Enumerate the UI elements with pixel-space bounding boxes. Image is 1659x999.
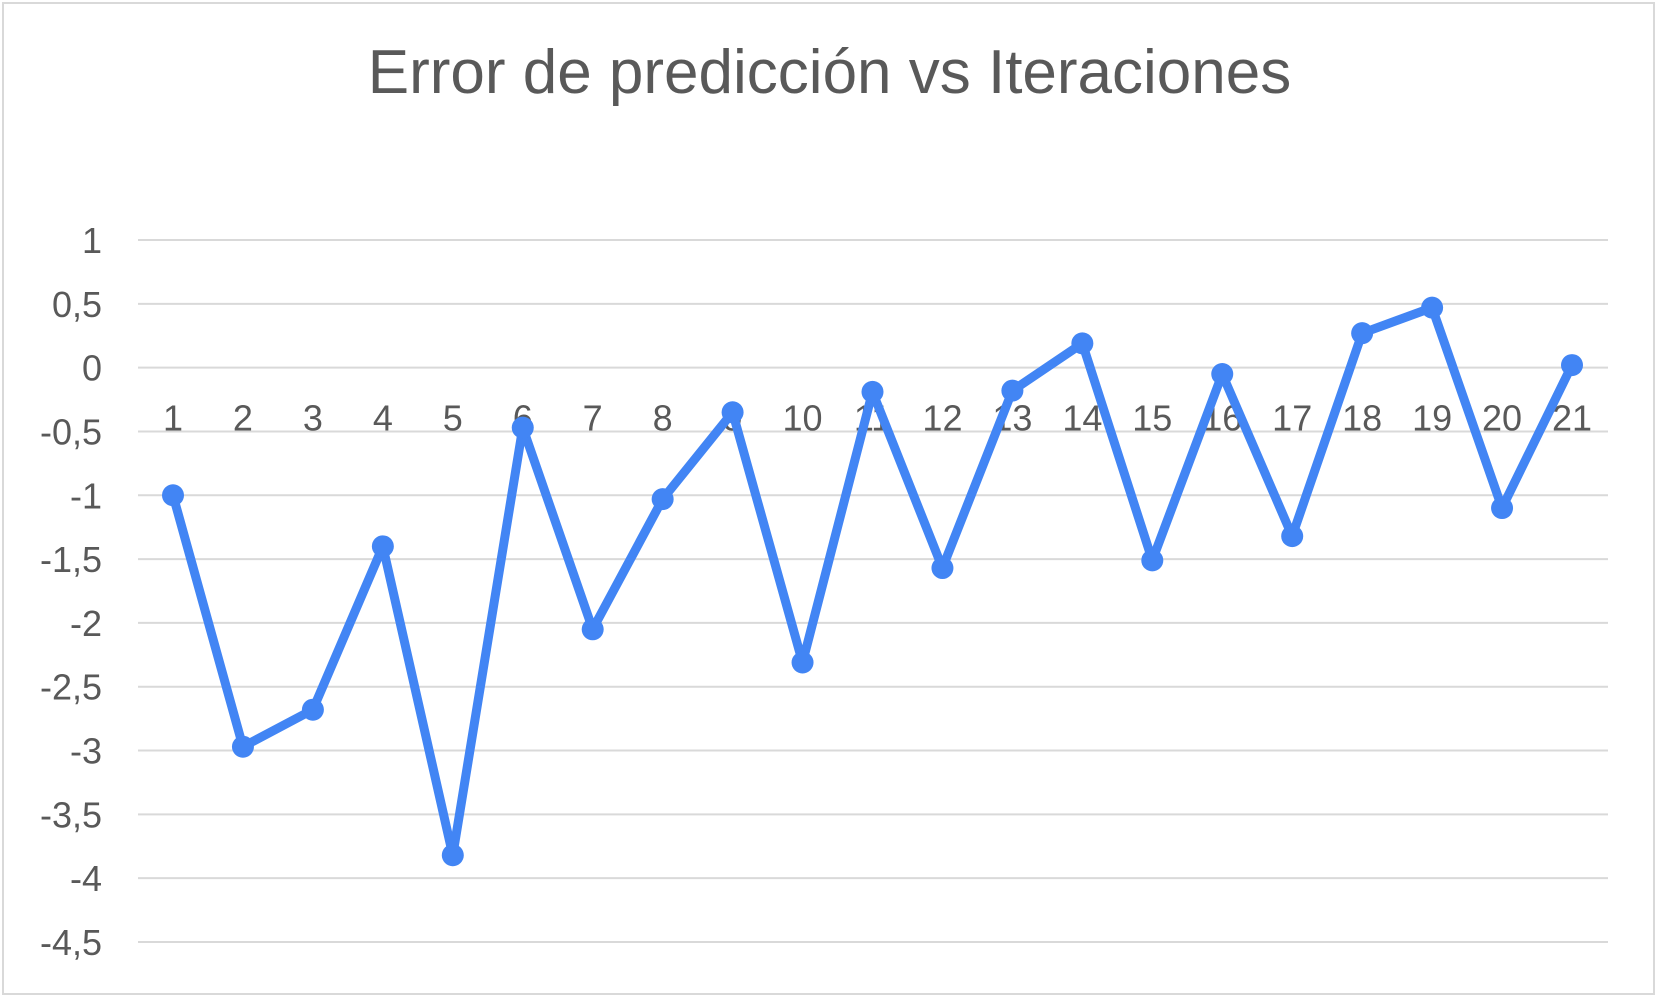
data-point <box>931 557 954 580</box>
series <box>162 296 1583 867</box>
y-tick-label: -4 <box>70 858 102 899</box>
data-point <box>1351 322 1374 345</box>
y-tick-label: -0,5 <box>40 411 102 452</box>
x-tick-label: 12 <box>922 398 962 439</box>
y-tick-label: -4,5 <box>40 922 102 963</box>
data-point <box>1561 354 1583 377</box>
data-point <box>1281 525 1304 548</box>
y-tick-label: -1 <box>70 475 102 516</box>
data-point <box>511 416 534 439</box>
y-tick-label: -2 <box>70 603 102 644</box>
data-point <box>651 488 674 511</box>
x-tick-label: 5 <box>443 398 463 439</box>
x-tick-label: 1 <box>163 398 183 439</box>
data-point <box>1071 332 1094 355</box>
data-point <box>371 535 394 558</box>
x-tick-label: 15 <box>1132 398 1172 439</box>
data-point <box>231 735 254 758</box>
x-tick-label: 14 <box>1062 398 1102 439</box>
x-axis-ticks: 123456789101112131415161718192021 <box>163 398 1592 439</box>
y-tick-label: 1 <box>82 220 102 261</box>
y-tick-label: -2,5 <box>40 667 102 708</box>
y-tick-label: -3 <box>70 731 102 772</box>
data-point <box>441 844 464 867</box>
data-point <box>162 484 184 507</box>
x-tick-label: 21 <box>1552 398 1592 439</box>
data-point <box>791 651 814 674</box>
data-point <box>721 401 744 424</box>
data-point <box>1141 549 1164 572</box>
y-tick-label: -1,5 <box>40 539 102 580</box>
x-tick-label: 4 <box>373 398 393 439</box>
x-tick-label: 10 <box>783 398 823 439</box>
x-tick-label: 7 <box>583 398 603 439</box>
x-tick-label: 2 <box>233 398 253 439</box>
data-point <box>1211 363 1234 386</box>
x-tick-label: 17 <box>1272 398 1312 439</box>
data-point <box>301 698 324 721</box>
x-tick-label: 19 <box>1412 398 1452 439</box>
data-point <box>1421 296 1444 319</box>
chart-title: Error de predicción vs Iteraciones <box>367 38 1292 107</box>
x-tick-label: 8 <box>653 398 673 439</box>
y-tick-label: 0 <box>82 348 102 389</box>
data-point <box>1001 379 1024 402</box>
y-tick-label: -3,5 <box>40 794 102 835</box>
data-point <box>581 618 604 641</box>
x-tick-label: 20 <box>1482 398 1522 439</box>
x-tick-label: 3 <box>303 398 323 439</box>
x-tick-label: 18 <box>1342 398 1382 439</box>
gridlines <box>138 239 1608 943</box>
y-axis-ticks: 1 0,5 0 -0,5 -1 -1,5 -2 -2,5 -3 -3,5 -4 -4,5 <box>40 220 102 963</box>
y-tick-label: 0,5 <box>52 284 102 325</box>
data-point <box>1491 497 1514 520</box>
data-point <box>861 380 884 403</box>
